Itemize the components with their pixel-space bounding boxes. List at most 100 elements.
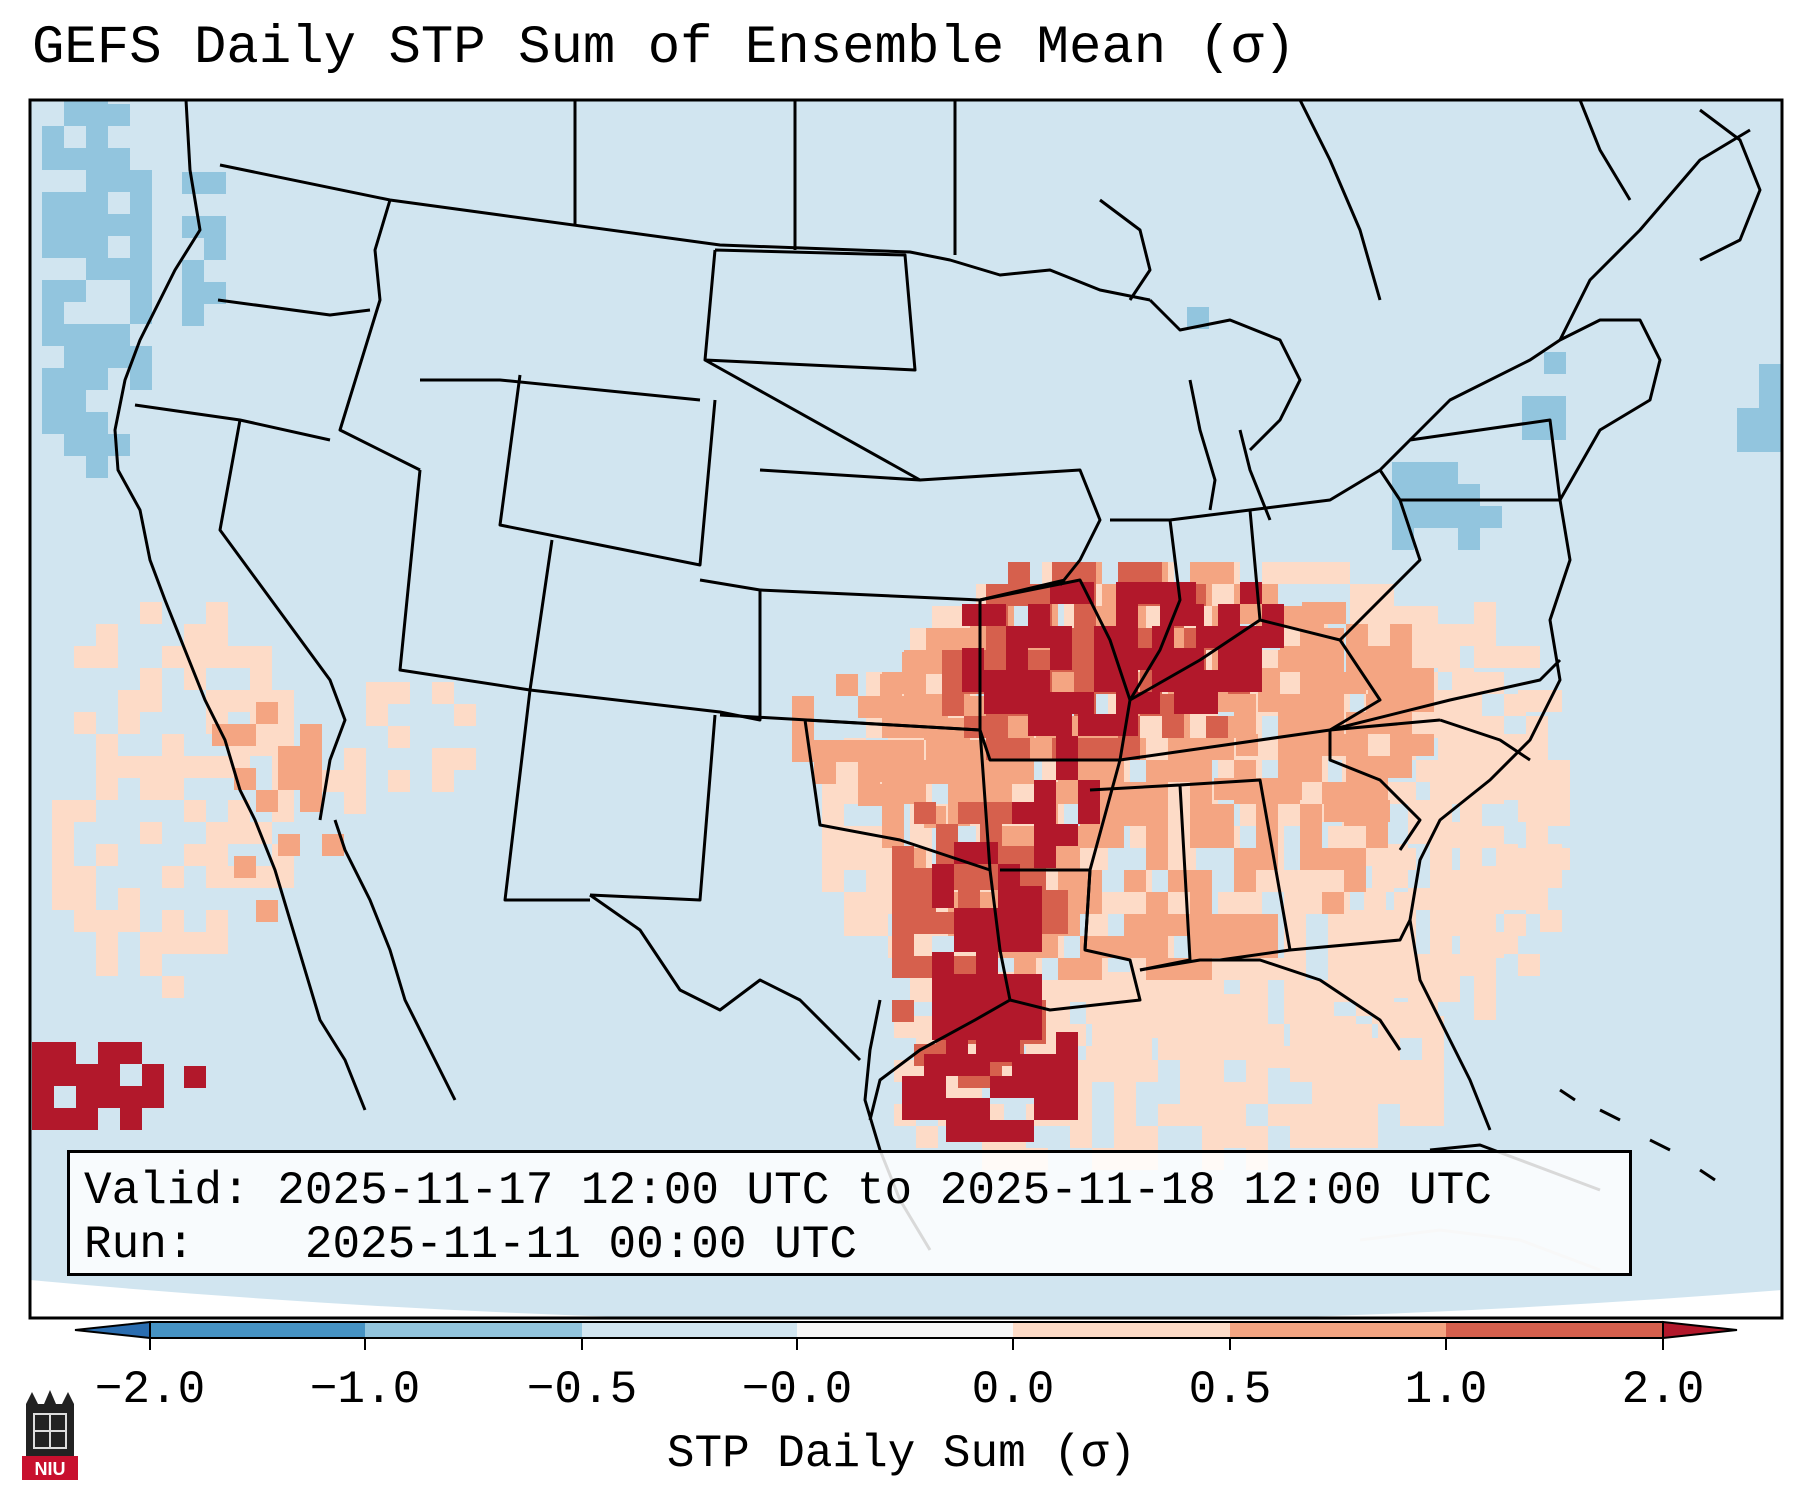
stp-cell xyxy=(52,888,74,910)
stp-cell xyxy=(204,282,226,304)
stp-cell xyxy=(96,756,118,778)
stp-cell xyxy=(1136,1126,1158,1148)
stp-cell xyxy=(1334,1126,1356,1148)
stp-cell xyxy=(1474,910,1496,932)
stp-cell xyxy=(184,800,206,822)
stp-cell xyxy=(1312,1104,1334,1126)
stp-cell xyxy=(1284,562,1306,584)
colorbar-tick-label: −1.0 xyxy=(309,1364,421,1416)
stp-cell xyxy=(1412,734,1434,756)
stp-cell xyxy=(130,236,152,258)
stp-cell xyxy=(1034,802,1056,824)
stp-cell xyxy=(836,674,858,696)
stp-cell xyxy=(206,602,228,624)
stp-cell xyxy=(1050,626,1072,648)
stp-cell xyxy=(64,214,86,236)
stp-cell xyxy=(1190,826,1212,848)
stp-cell xyxy=(1364,910,1386,932)
stp-cell xyxy=(1414,484,1436,506)
stp-cell xyxy=(1202,1038,1224,1060)
stp-cell xyxy=(1202,1126,1224,1148)
stp-cell xyxy=(1368,646,1390,668)
stp-cell xyxy=(1190,804,1212,826)
stp-cell xyxy=(1234,694,1256,716)
stp-cell xyxy=(1212,738,1234,760)
stp-cell xyxy=(184,1066,206,1088)
stp-cell xyxy=(130,302,152,324)
stp-cell xyxy=(74,888,96,910)
stp-cell xyxy=(1236,778,1258,800)
stp-cell xyxy=(1390,624,1412,646)
stp-cell xyxy=(1342,822,1364,844)
stp-cell xyxy=(42,192,64,214)
stp-cell xyxy=(986,738,1008,760)
stp-cell xyxy=(86,324,108,346)
stp-cell xyxy=(1518,778,1540,800)
stp-cell xyxy=(892,868,914,890)
stp-cell xyxy=(990,762,1012,784)
stp-cell xyxy=(1234,716,1256,738)
stp-cell xyxy=(206,756,228,778)
stp-cell xyxy=(54,1108,76,1130)
stp-cell xyxy=(42,390,64,412)
stp-cell xyxy=(1438,738,1460,760)
stp-cell xyxy=(98,1042,120,1064)
stp-cell xyxy=(250,646,272,668)
stp-cell xyxy=(1430,844,1452,866)
stp-cell xyxy=(206,844,228,866)
valid-label: Valid: xyxy=(84,1165,250,1217)
stp-cell xyxy=(1458,484,1480,506)
stp-cell xyxy=(1116,604,1138,626)
stp-cell xyxy=(142,1064,164,1086)
stp-cell xyxy=(882,716,904,738)
stp-cell xyxy=(1386,844,1408,866)
stp-cell xyxy=(1302,690,1324,712)
stp-cell xyxy=(344,748,366,770)
stp-cell xyxy=(86,192,108,214)
stp-cell xyxy=(1356,1060,1378,1082)
stp-cell xyxy=(1290,994,1312,1016)
stp-cell xyxy=(1034,1054,1056,1076)
stp-cell xyxy=(1278,694,1300,716)
stp-cell xyxy=(1074,606,1096,628)
stp-cell xyxy=(228,690,250,712)
stp-cell xyxy=(1224,1104,1246,1126)
stp-cell xyxy=(880,784,902,806)
stp-cell xyxy=(1056,824,1078,846)
stp-cell xyxy=(1452,888,1474,910)
stp-cell xyxy=(1364,954,1386,976)
stp-cell xyxy=(1414,462,1436,484)
stp-cell xyxy=(1386,866,1408,888)
stp-cell xyxy=(980,802,1002,824)
stp-cell xyxy=(64,434,86,456)
stp-cell xyxy=(932,606,954,628)
stp-cell xyxy=(256,702,278,724)
stp-cell xyxy=(976,842,998,864)
stp-cell xyxy=(1218,604,1240,626)
stp-cell xyxy=(1124,782,1146,804)
stp-cell xyxy=(1074,650,1096,672)
stp-cell xyxy=(1012,1054,1034,1076)
stp-cell xyxy=(1518,800,1540,822)
stp-cell xyxy=(96,778,118,800)
stp-cell xyxy=(74,910,96,932)
stp-cell xyxy=(1046,890,1068,912)
stp-cell xyxy=(1436,506,1458,528)
stp-cell xyxy=(130,214,152,236)
stp-cell xyxy=(184,932,206,954)
stp-cell xyxy=(1408,646,1430,668)
nm-tx xyxy=(589,714,717,902)
stp-cell xyxy=(892,934,914,956)
stp-cell xyxy=(1290,1104,1312,1126)
stp-cell xyxy=(1114,1060,1136,1082)
stp-cell xyxy=(990,784,1012,806)
stp-cell xyxy=(1430,712,1452,734)
stp-cell xyxy=(366,682,388,704)
stp-cell xyxy=(1322,848,1344,870)
stp-cell xyxy=(1474,866,1496,888)
stp-cell xyxy=(76,1086,98,1108)
stp-cell xyxy=(1334,1060,1356,1082)
stp-cell xyxy=(914,868,936,890)
stp-cell xyxy=(74,712,96,734)
texas-west xyxy=(589,893,862,1062)
